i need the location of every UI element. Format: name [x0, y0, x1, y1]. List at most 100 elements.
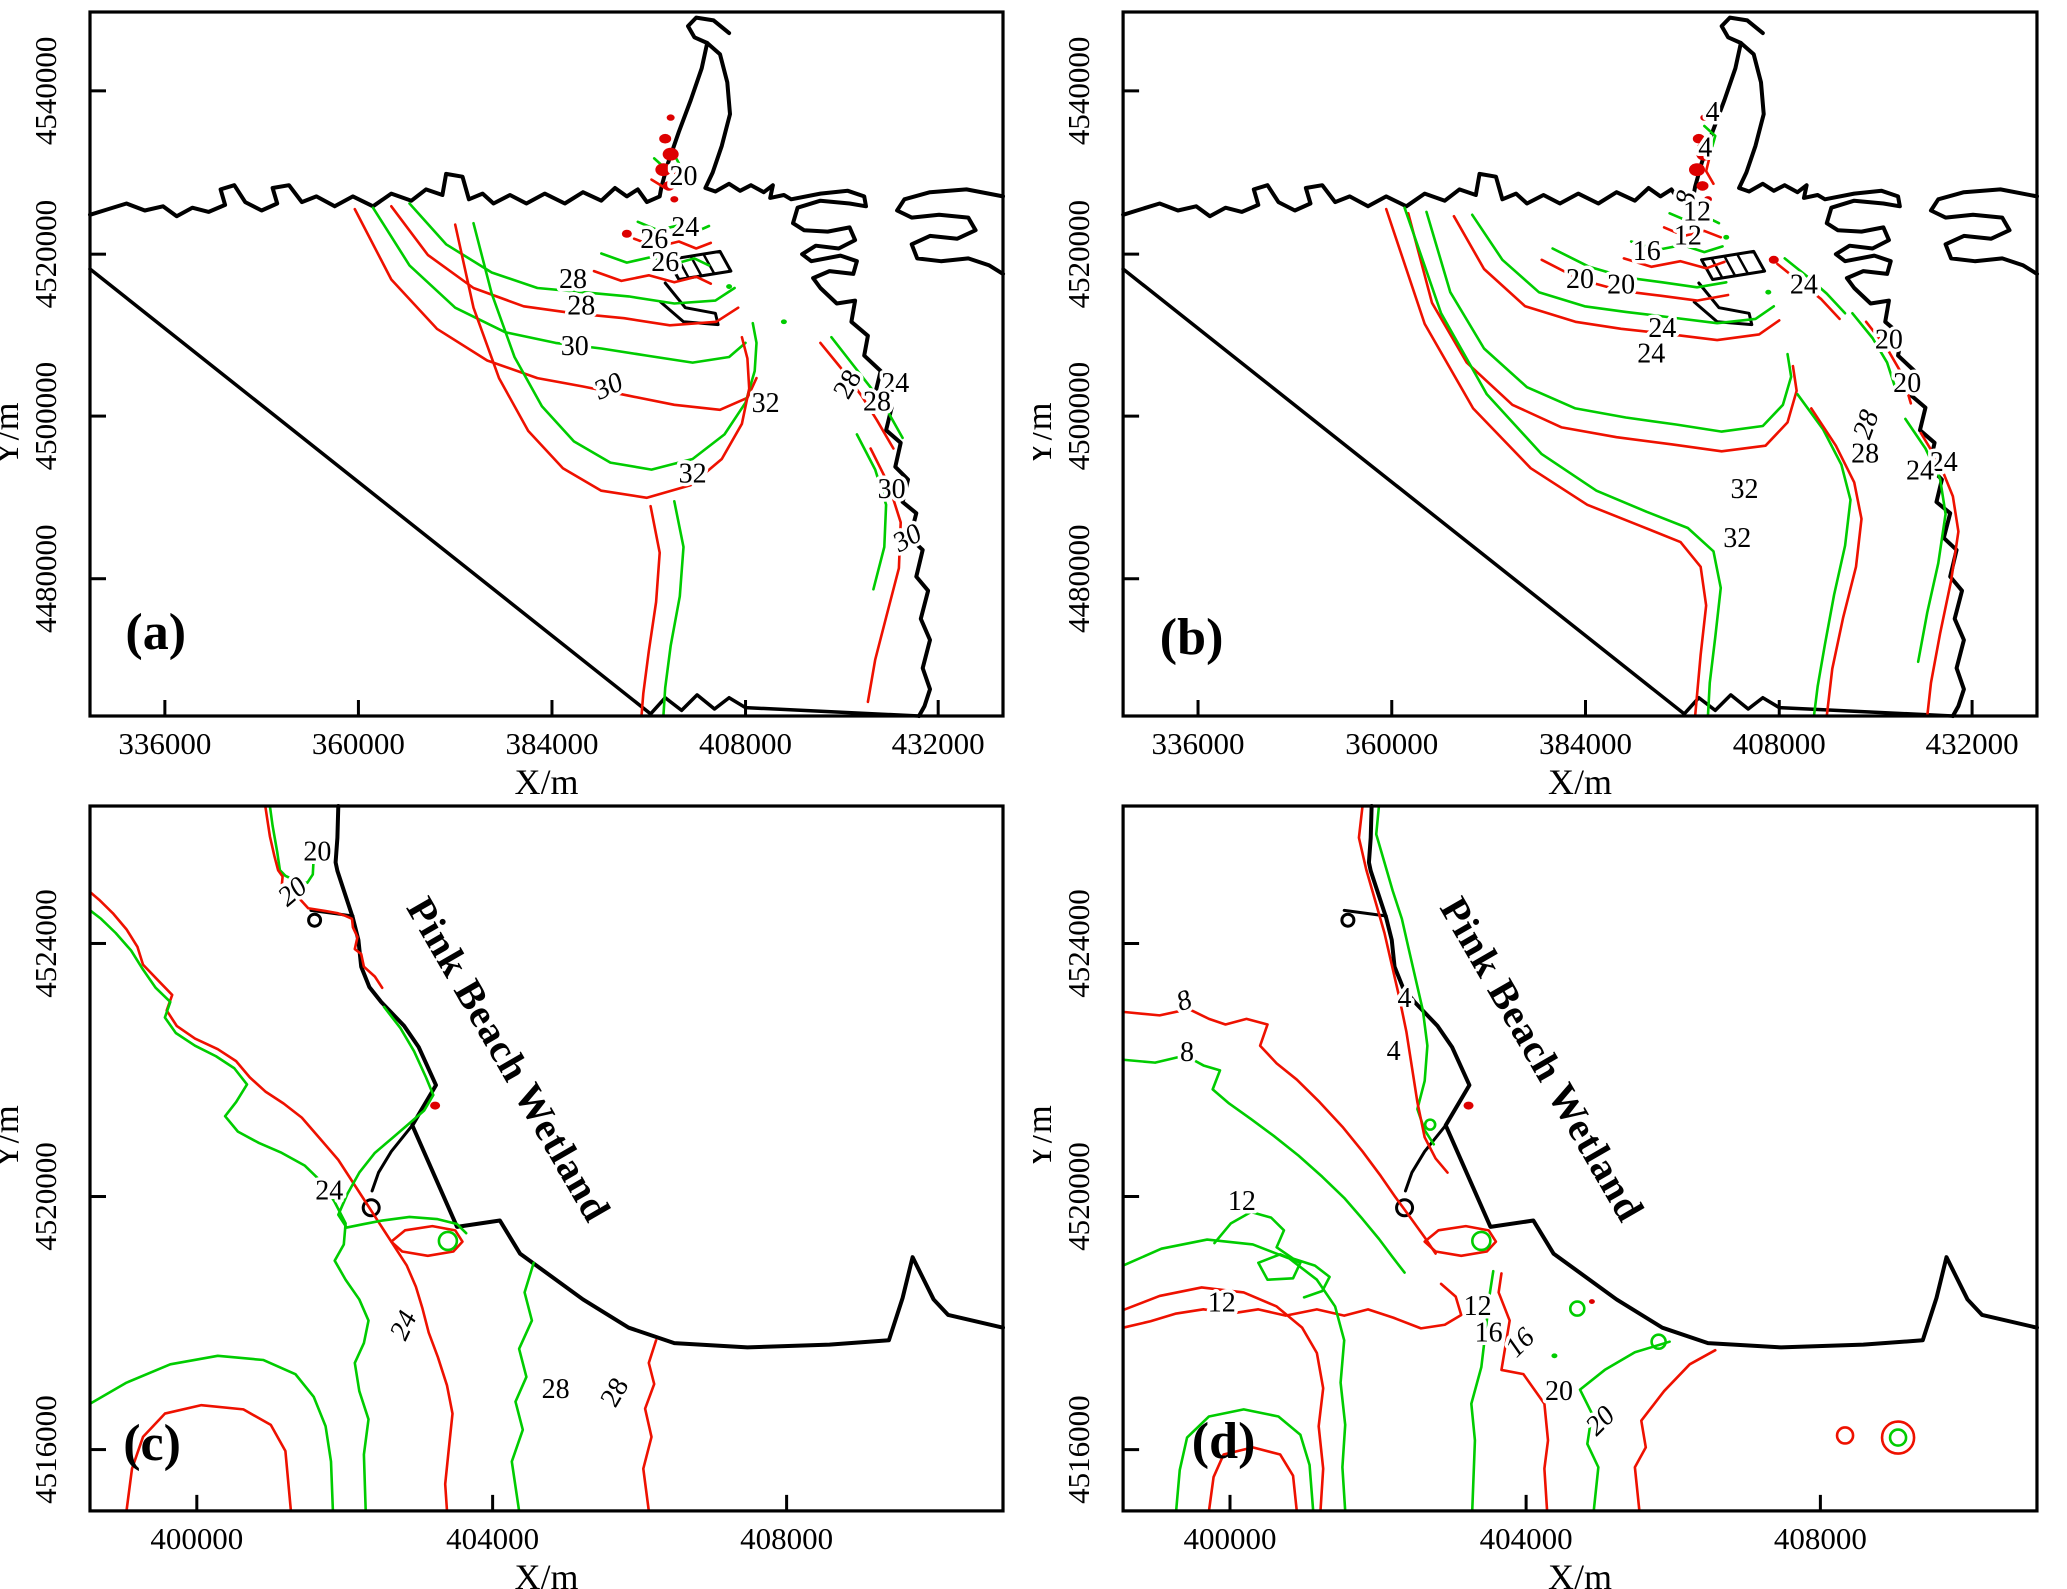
coastline — [88, 267, 653, 716]
contour-label: 8 — [1180, 1037, 1194, 1068]
contour-line-green — [662, 500, 685, 718]
contour-line-green — [1904, 417, 1947, 664]
y-tick-label: 4540000 — [1061, 37, 1096, 145]
contour-line-green — [600, 252, 711, 267]
contour-line-green — [268, 804, 321, 885]
y-tick-label: 4480000 — [1061, 524, 1096, 632]
contour-line-red — [1776, 262, 1841, 321]
coastline — [648, 693, 921, 718]
contour-label: 20 — [1875, 325, 1903, 356]
contour-line-green — [1851, 312, 1898, 393]
contour-label: 4 — [1398, 983, 1412, 1014]
y-tick-label: 4520000 — [1061, 1142, 1096, 1251]
y-tick-label: 4500000 — [28, 362, 63, 471]
contour-line-red — [390, 205, 740, 327]
contour-ring-green — [1568, 1300, 1586, 1317]
plot-frame — [1121, 10, 2039, 718]
map-dot — [1692, 133, 1705, 144]
panel-c-svg: 400000 404000 408000 4524000 4520000 4516000 X… — [0, 804, 1005, 1589]
map-dot — [659, 133, 672, 144]
x-tick-label: 400000 — [150, 1521, 243, 1556]
contour-line-red — [1864, 320, 1913, 405]
contour-label: 32 — [752, 388, 780, 419]
coastline — [702, 252, 715, 274]
map-dot — [1688, 163, 1706, 177]
contour-line-red — [1121, 1282, 1463, 1330]
contour-line-green — [337, 1005, 468, 1235]
coastline — [703, 41, 932, 718]
contour-line-green — [1551, 247, 1728, 289]
contour-line-green — [1213, 1210, 1331, 1299]
contour-line-red — [1540, 258, 1730, 302]
y-axis-title: Y/m — [1033, 1105, 1059, 1169]
coastline — [1121, 15, 1765, 219]
contour-label: 28 — [1847, 406, 1886, 443]
contour-line-green — [855, 433, 888, 591]
map-dot — [670, 196, 679, 203]
x-tick-label: 384000 — [1539, 726, 1632, 761]
map-dot — [726, 284, 733, 289]
contour-label: 26 — [640, 224, 668, 255]
panel-tag: (a) — [125, 604, 186, 661]
contour-line-red — [1357, 804, 1449, 1174]
y-tick-label: 4520000 — [28, 1142, 63, 1251]
contour-label: 28 — [542, 1374, 570, 1405]
contour-label: 20 — [303, 836, 331, 867]
panel-d-svg: 400000 404000 408000 4524000 4520000 4516000 X… — [1033, 804, 2039, 1589]
x-tick-label: 360000 — [312, 726, 405, 761]
x-tick-label: 384000 — [505, 726, 598, 761]
contour-label: 20 — [1893, 368, 1921, 399]
x-tick-label: 408000 — [699, 726, 792, 761]
contour-line-red — [1121, 1007, 1437, 1255]
contour-line-green — [1668, 212, 1721, 225]
y-tick-label: 4500000 — [1061, 362, 1096, 470]
y-tick-label: 4516000 — [28, 1395, 63, 1504]
panel-b-svg: 336000 360000 384000 408000 432000 4540000 452… — [1033, 10, 2039, 794]
x-tick-label: 400000 — [1183, 1521, 1276, 1556]
map-dot — [1463, 1101, 1474, 1110]
contour-line-red — [819, 341, 895, 450]
contour-line-red — [642, 1338, 658, 1513]
contour-label: 20 — [1580, 1400, 1622, 1442]
contour-line-green — [1796, 393, 1852, 718]
contour-label: 16 — [1499, 1322, 1541, 1364]
contour-line-green — [1783, 257, 1847, 315]
coast-structure-ring — [1395, 1198, 1415, 1218]
contour-label: 12 — [1674, 220, 1702, 251]
contour-label: 28 — [567, 291, 595, 322]
wetland-annotation: Pink Beach Wetland — [398, 889, 620, 1229]
coastline — [1735, 252, 1749, 274]
map-dot — [430, 1101, 441, 1110]
contour-ring-green — [1888, 1428, 1908, 1447]
contour-label: 28 — [559, 264, 587, 295]
panel-tag: (b) — [1160, 609, 1224, 666]
panel-d: 400000 404000 408000 4524000 4520000 4516000 X… — [1033, 794, 2067, 1589]
map-dot — [662, 147, 679, 161]
contour-line-red — [353, 207, 758, 412]
x-tick-label: 404000 — [446, 1521, 539, 1556]
coast-structure-ring — [1340, 912, 1356, 928]
contour-label: 4 — [1698, 132, 1712, 163]
y-tick-label: 4524000 — [28, 889, 63, 998]
contour-label: 30 — [588, 367, 627, 407]
contour-label: 24 — [315, 1175, 343, 1206]
coast-structure-ring — [361, 1198, 381, 1218]
contour-label: 4 — [1706, 97, 1720, 128]
contour-label: 20 — [1545, 1376, 1573, 1407]
contour-line-red — [1919, 431, 1960, 718]
map-dot — [685, 227, 692, 233]
map-dot — [662, 181, 675, 191]
contour-line-red — [1452, 214, 1781, 342]
map-dot — [1768, 255, 1779, 264]
contour-line-green — [1374, 804, 1436, 1146]
contour-line-green — [1403, 206, 1723, 718]
x-tick-label: 432000 — [892, 726, 985, 761]
contour-line-green — [1257, 1252, 1302, 1282]
contour-ring-green — [1471, 1230, 1492, 1252]
map-dot — [1703, 196, 1712, 203]
contour-label: 12 — [1683, 196, 1711, 227]
contour-line-green — [1425, 210, 1793, 433]
contour-label: 32 — [1731, 474, 1759, 505]
contour-line-green — [510, 1261, 535, 1513]
contour-label: 16 — [1475, 1318, 1503, 1349]
